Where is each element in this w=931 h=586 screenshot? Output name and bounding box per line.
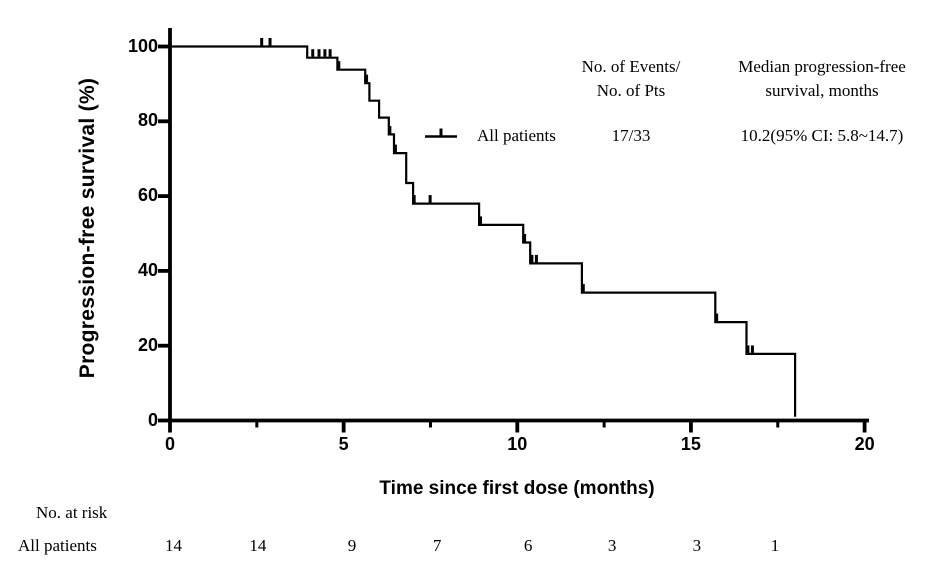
- y-tick-label: 80: [137, 110, 158, 131]
- risk-value: 14: [164, 536, 182, 555]
- legend-median-header: Median progression-free survival, months: [710, 55, 931, 103]
- risk-table-title: No. at risk: [36, 503, 108, 522]
- x-tick-label: 5: [338, 434, 349, 454]
- legend-series-label: All patients: [477, 126, 556, 145]
- km-curve-all-patients: [170, 45, 797, 417]
- legend-events-header-line1: No. of Events/: [581, 57, 681, 76]
- x-tick-label: 0: [164, 434, 176, 454]
- risk-value: 3: [607, 536, 617, 555]
- y-tick-label: 60: [137, 185, 158, 206]
- y-tick-label: 40: [137, 259, 158, 280]
- risk-value: 3: [692, 536, 702, 555]
- legend-median-value: 10.2(95% CI: 5.8~14.7): [740, 126, 904, 145]
- legend-events-header: No. of Events/ No. of Pts: [563, 55, 699, 103]
- x-axis-title: Time since first dose (months): [379, 478, 655, 499]
- y-tick-label: 100: [127, 35, 158, 56]
- legend-events-value: 17/33: [611, 126, 651, 145]
- risk-value: 9: [347, 536, 357, 555]
- legend-median-header-line2: survival, months: [765, 81, 879, 100]
- risk-value: 14: [249, 536, 267, 555]
- risk-value: 6: [523, 536, 533, 555]
- x-tick-label: 15: [680, 434, 701, 454]
- x-tick-label: 20: [854, 434, 875, 454]
- risk-value: 7: [432, 536, 442, 555]
- risk-value: 1: [770, 536, 780, 555]
- x-tick-label: 10: [507, 434, 528, 454]
- y-tick-label: 0: [147, 409, 158, 430]
- legend-events-header-line2: No. of Pts: [596, 81, 666, 100]
- y-tick-label: 20: [137, 334, 158, 355]
- legend-median-header-line1: Median progression-free: [738, 57, 906, 76]
- risk-table-row-label: All patients: [18, 536, 97, 555]
